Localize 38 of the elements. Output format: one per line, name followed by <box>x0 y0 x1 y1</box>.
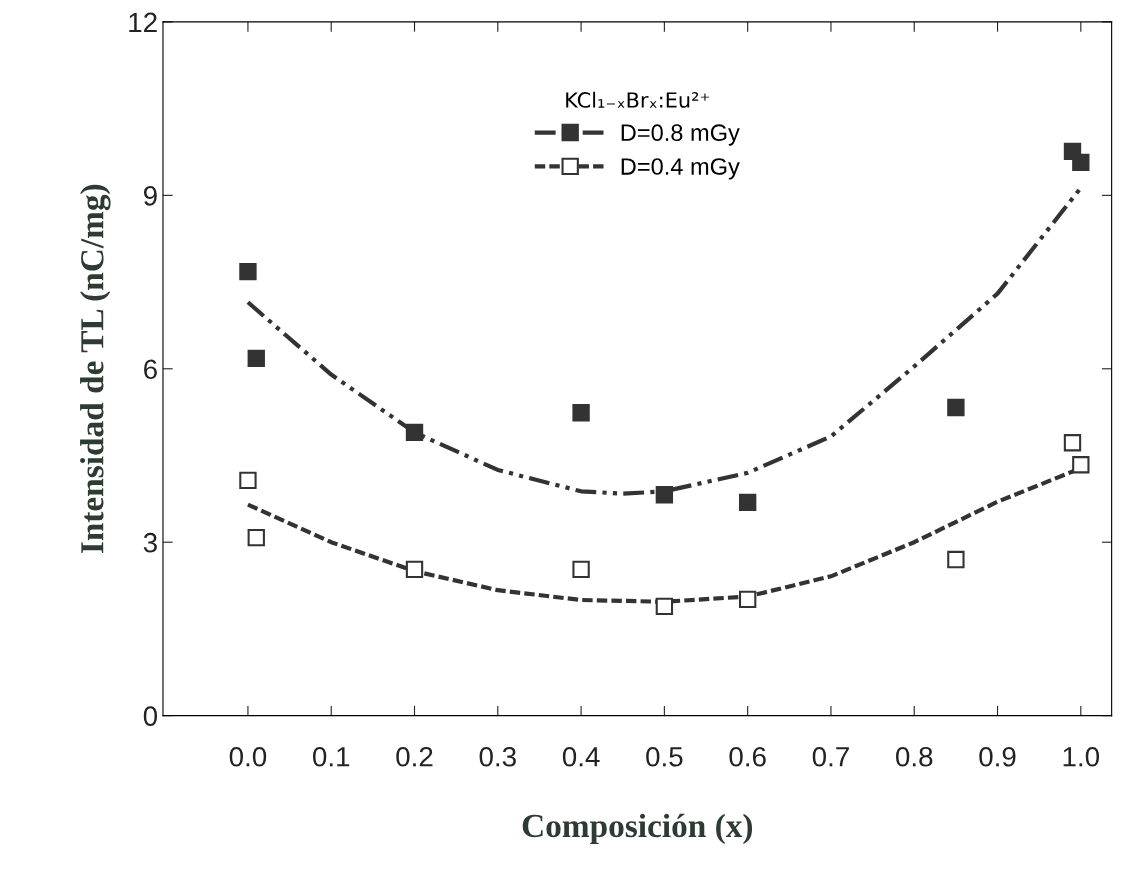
y-tick-label: 3 <box>143 532 157 553</box>
y-tick-label: 6 <box>144 359 157 380</box>
y-tick-label: 0 <box>143 706 158 726</box>
point <box>738 493 757 511</box>
x-tick-label: 0.6 <box>729 746 766 767</box>
x-tick-label: 0.8 <box>896 746 933 767</box>
legend-label: D=0.4 mGy <box>621 158 740 180</box>
point <box>655 597 674 616</box>
x-tick-label: 0.0 <box>229 746 267 767</box>
x-tick-label: 0.7 <box>812 746 849 767</box>
x-tick-label: 0.2 <box>396 746 433 767</box>
y-tick-label: 9 <box>143 186 157 206</box>
point <box>1063 434 1082 452</box>
x-tick-label: 0.9 <box>979 746 1016 767</box>
point <box>655 486 674 504</box>
y-axis-title: Intensidad de TL (nC/mg) <box>80 184 111 554</box>
x-tick-label: 0.4 <box>562 746 600 767</box>
x-tick-label: 1.0 <box>1063 746 1100 767</box>
legend-label: D=0.8 mGy <box>621 124 740 146</box>
point <box>947 398 965 417</box>
x-tick-label: 0.3 <box>479 746 516 767</box>
x-tick-label: 0.5 <box>646 746 683 767</box>
x-tick-label: 0.1 <box>313 746 350 767</box>
point <box>738 590 757 609</box>
point <box>247 528 265 547</box>
point <box>405 560 424 579</box>
legend-title: KCl₁₋ₓBrₓ:Eu²⁺ <box>566 91 710 108</box>
point <box>572 404 590 422</box>
point <box>239 471 257 490</box>
point <box>947 550 965 569</box>
x-axis-title: Composición (x) <box>522 813 753 845</box>
point <box>572 560 590 579</box>
point <box>405 423 424 442</box>
y-tick-label: 12 <box>129 12 157 32</box>
point <box>1072 456 1090 474</box>
point <box>247 349 265 368</box>
point <box>239 262 257 281</box>
point <box>1072 153 1090 172</box>
